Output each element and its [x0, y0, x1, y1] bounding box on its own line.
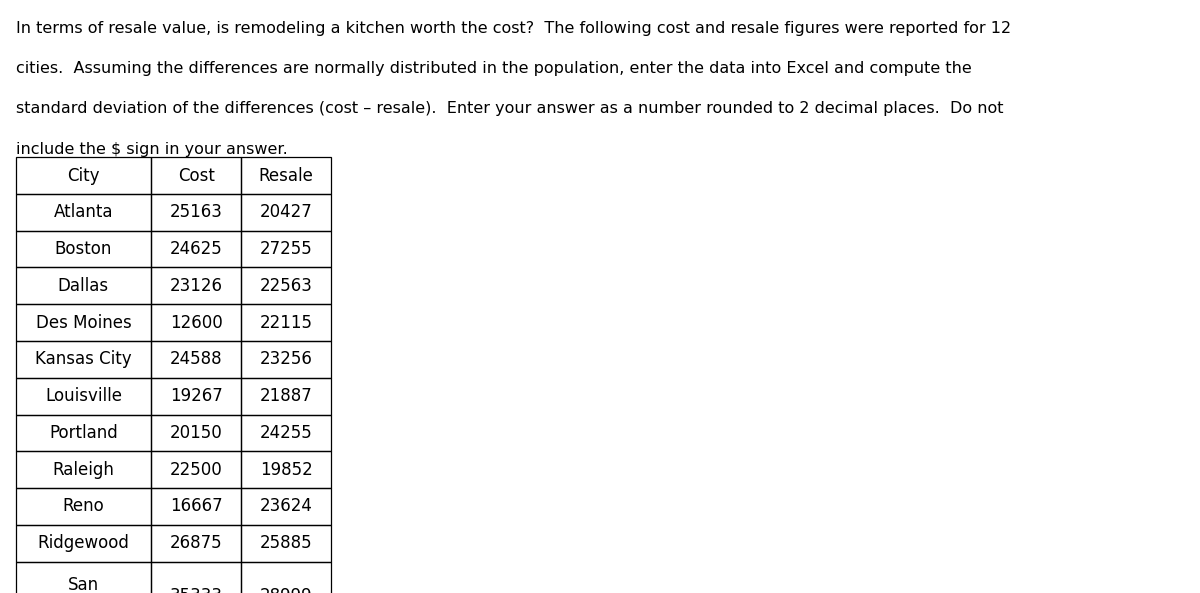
Text: 25885: 25885	[260, 534, 312, 552]
Text: Raleigh: Raleigh	[53, 461, 114, 479]
Text: 24255: 24255	[260, 424, 312, 442]
Text: include the $ sign in your answer.: include the $ sign in your answer.	[16, 142, 287, 157]
Text: City: City	[67, 167, 100, 184]
Text: 28999: 28999	[260, 586, 312, 593]
Text: 25163: 25163	[169, 203, 223, 221]
Text: 20427: 20427	[260, 203, 312, 221]
Text: Resale: Resale	[259, 167, 313, 184]
Text: 24625: 24625	[170, 240, 222, 258]
Text: 22500: 22500	[170, 461, 222, 479]
Text: Boston: Boston	[55, 240, 112, 258]
Text: Cost: Cost	[178, 167, 215, 184]
Text: 23126: 23126	[169, 277, 223, 295]
Text: 24588: 24588	[170, 350, 222, 368]
Text: Portland: Portland	[49, 424, 118, 442]
Text: 23256: 23256	[259, 350, 313, 368]
Text: Kansas City: Kansas City	[35, 350, 132, 368]
Text: In terms of resale value, is remodeling a kitchen worth the cost?  The following: In terms of resale value, is remodeling …	[16, 21, 1010, 36]
Text: 20150: 20150	[170, 424, 222, 442]
Text: Ridgewood: Ridgewood	[37, 534, 130, 552]
Text: 21887: 21887	[260, 387, 312, 405]
Text: Dallas: Dallas	[58, 277, 109, 295]
Text: 35333: 35333	[169, 586, 223, 593]
Text: 26875: 26875	[170, 534, 222, 552]
Text: 16667: 16667	[170, 498, 222, 515]
Text: 27255: 27255	[260, 240, 312, 258]
Text: Reno: Reno	[62, 498, 104, 515]
Text: 12600: 12600	[170, 314, 222, 331]
Text: 19267: 19267	[170, 387, 222, 405]
Text: 22115: 22115	[259, 314, 313, 331]
Text: 23624: 23624	[259, 498, 313, 515]
Text: standard deviation of the differences (cost – resale).  Enter your answer as a n: standard deviation of the differences (c…	[16, 101, 1003, 116]
Text: cities.  Assuming the differences are normally distributed in the population, en: cities. Assuming the differences are nor…	[16, 61, 971, 76]
Text: San
Francisco: San Francisco	[44, 576, 122, 593]
Text: 19852: 19852	[260, 461, 312, 479]
Text: 22563: 22563	[259, 277, 313, 295]
Text: Louisville: Louisville	[44, 387, 122, 405]
Text: Atlanta: Atlanta	[54, 203, 113, 221]
Text: Des Moines: Des Moines	[36, 314, 131, 331]
